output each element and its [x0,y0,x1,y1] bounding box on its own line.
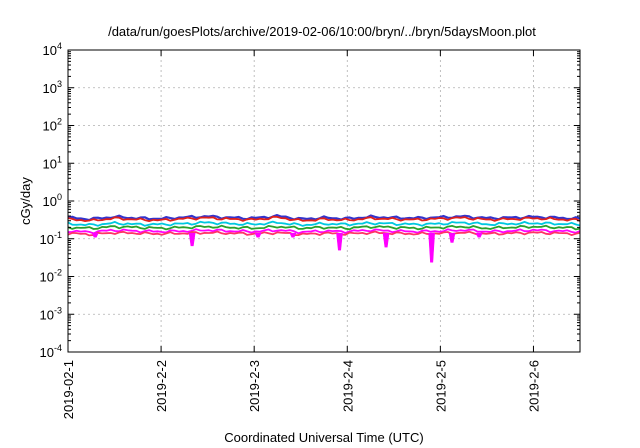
series-dip [428,232,435,263]
series-dip [475,232,483,238]
series-line [67,220,581,227]
x-tick-label: 2019-02-1 [61,360,76,419]
y-tick-label: 10-3 [40,305,62,322]
x-tick-label: 2019-2-5 [433,360,448,412]
x-tick-label: 2019-2-2 [154,360,169,412]
x-axis-label: Coordinated Universal Time (UTC) [224,430,423,445]
series-line [67,224,581,231]
chart-title: /data/run/goesPlots/archive/2019-02-06/1… [108,24,536,39]
x-tick-label: 2019-2-3 [247,360,262,412]
series-dip [188,232,196,247]
y-tick-label: 100 [43,192,62,209]
y-tick-label: 103 [43,79,62,96]
y-tick-label: 101 [43,154,62,171]
y-tick-label: 102 [43,117,62,134]
x-axis: 2019-02-1 2019-2-2 2019-2-3 2019-2-4 2019-2-… [61,50,541,419]
y-tick-label: 10-2 [40,268,62,285]
series-dip [91,232,99,238]
series-line [67,215,581,223]
series-dip [289,232,297,238]
y-axis: 10-4 10-3 10-2 10-1 100 101 102 103 104 [40,41,580,360]
series-dip [254,232,262,238]
grid [68,50,580,352]
y-tick-label: 10-4 [40,343,62,360]
y-axis-label: cGy/day [18,177,33,225]
series-dip [448,232,456,243]
series-line [67,214,581,222]
series-dip [336,232,343,251]
series-dip [382,232,390,248]
y-tick-label: 10-1 [40,230,62,247]
series-lines [67,214,581,263]
y-tick-label: 104 [43,41,62,58]
x-tick-label: 2019-2-4 [340,360,355,412]
series-line [67,230,581,237]
x-tick-label: 2019-2-6 [526,360,541,412]
